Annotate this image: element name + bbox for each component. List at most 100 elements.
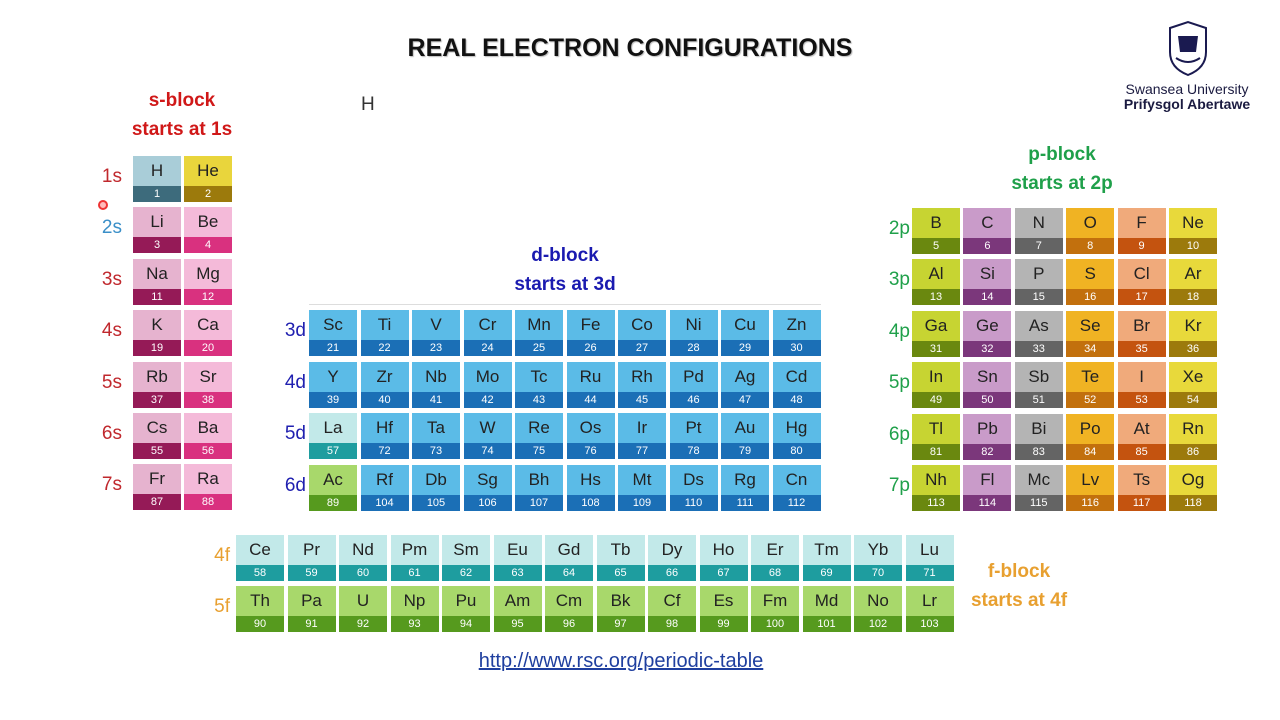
atomic-number: 22 [360, 340, 409, 356]
element-cell: Br 35 [1117, 310, 1166, 357]
atomic-number: 34 [1066, 340, 1115, 357]
atomic-number: 100 [751, 616, 799, 632]
atomic-number: 89 [309, 494, 357, 511]
link[interactable]: http://www.rsc.org/periodic-table [478, 650, 764, 672]
atomic-number: 28 [669, 340, 718, 356]
atomic-number: 56 [184, 443, 232, 459]
element-symbol: Bh [515, 464, 563, 495]
atomic-number: 35 [1117, 340, 1166, 357]
atomic-number: 15 [1014, 289, 1063, 306]
element-cell: Co 27 [618, 310, 666, 356]
element-symbol: Pm [390, 535, 439, 565]
element-cell: Tl 81 [912, 413, 960, 460]
element-cell: Be 4 [184, 207, 232, 254]
atomic-number: 27 [618, 340, 666, 356]
atomic-number: 33 [1014, 340, 1063, 357]
element-cell: Es 99 [699, 586, 748, 632]
element-cell: Mo 42 [463, 361, 512, 408]
element-symbol: Ar [1169, 259, 1217, 290]
atomic-number: 79 [721, 443, 769, 460]
element-cell: Mn 25 [515, 310, 563, 356]
element-symbol: Pu [442, 586, 490, 616]
atomic-number: 43 [515, 391, 563, 408]
element-symbol: Li [133, 207, 181, 238]
block-subtitle: starts at 4f [970, 590, 1068, 611]
element-cell: Ba 56 [184, 413, 232, 459]
element-cell: Pu 94 [442, 586, 490, 632]
atomic-number: 77 [618, 443, 666, 460]
atomic-number: 42 [463, 391, 512, 408]
element-cell: Rg 111 [721, 464, 769, 511]
atomic-number: 40 [360, 391, 409, 408]
element-symbol: Si [963, 259, 1012, 290]
element-symbol: Ir [618, 413, 666, 444]
element-cell: Tb 65 [596, 535, 645, 581]
atomic-number: 110 [669, 494, 718, 511]
element-symbol: Cn [772, 464, 821, 495]
atomic-number: 80 [772, 443, 821, 460]
element-symbol: Mn [515, 310, 563, 340]
element-symbol: I [1117, 362, 1166, 393]
element-cell: Sn 50 [963, 362, 1012, 409]
logo-text: Swansea University [1125, 81, 1249, 97]
element-cell: V 23 [412, 310, 460, 356]
atomic-number: 67 [699, 565, 748, 581]
element-cell: Nh 113 [912, 465, 960, 511]
element-cell: Na 11 [133, 258, 181, 305]
element-cell: Zr 40 [360, 361, 409, 408]
element-symbol: U [339, 586, 387, 616]
shell-label: 4d [284, 371, 306, 393]
element-cell: Pr 59 [287, 535, 336, 581]
atomic-number: 50 [963, 392, 1012, 409]
atomic-number: 4 [184, 237, 232, 254]
atomic-number: 75 [515, 443, 563, 460]
element-symbol: Sr [184, 361, 232, 392]
element-cell: Np 93 [390, 586, 439, 632]
atomic-number: 92 [339, 616, 387, 632]
shell-label: 7p [888, 475, 910, 496]
atomic-number: 5 [912, 238, 960, 254]
element-cell: Ca 20 [184, 310, 232, 357]
element-symbol: Pr [287, 535, 336, 565]
element-cell: Th 90 [236, 586, 284, 632]
element-symbol: P [1014, 259, 1063, 290]
element-symbol: W [463, 413, 512, 444]
element-symbol: Cs [133, 413, 181, 443]
shell-label: 4s [101, 320, 122, 342]
element-symbol: Og [1169, 465, 1217, 495]
atomic-number: 18 [1169, 289, 1217, 306]
element-symbol: Am [493, 586, 542, 616]
element-symbol: Tl [912, 413, 960, 444]
atomic-number: 107 [515, 494, 563, 511]
element-symbol: Br [1117, 310, 1166, 341]
element-symbol: Cr [463, 310, 512, 340]
element-symbol: Te [1066, 362, 1115, 393]
element-cell: Yb 70 [854, 535, 902, 581]
atomic-number: 85 [1117, 443, 1166, 460]
element-cell: Au 79 [721, 413, 769, 460]
element-cell: Mc 115 [1014, 465, 1063, 511]
atomic-number: 54 [1169, 392, 1217, 409]
atomic-number: 6 [963, 238, 1012, 254]
element-cell: Eu 63 [493, 535, 542, 581]
element-symbol: Cm [545, 586, 593, 616]
element-cell: W 74 [463, 413, 512, 460]
shell-label: 5f [214, 596, 230, 617]
element-symbol: Cl [1117, 259, 1166, 290]
shell-label: 1s [101, 166, 122, 187]
element-cell: Mt 109 [618, 464, 666, 511]
element-cell: Sg 106 [463, 464, 512, 511]
element-cell: Ne 10 [1169, 208, 1217, 254]
block-subtitle: starts at 3d [514, 274, 616, 295]
element-cell: Al 13 [912, 259, 960, 306]
atomic-number: 113 [912, 495, 960, 511]
atomic-number: 64 [545, 565, 593, 581]
atomic-number: 21 [309, 340, 357, 356]
logo-text: Prifysgol Abertawe [1123, 96, 1251, 112]
element-symbol: Zn [772, 310, 821, 340]
element-cell: Y 39 [309, 361, 357, 408]
atomic-number: 2 [184, 186, 232, 202]
